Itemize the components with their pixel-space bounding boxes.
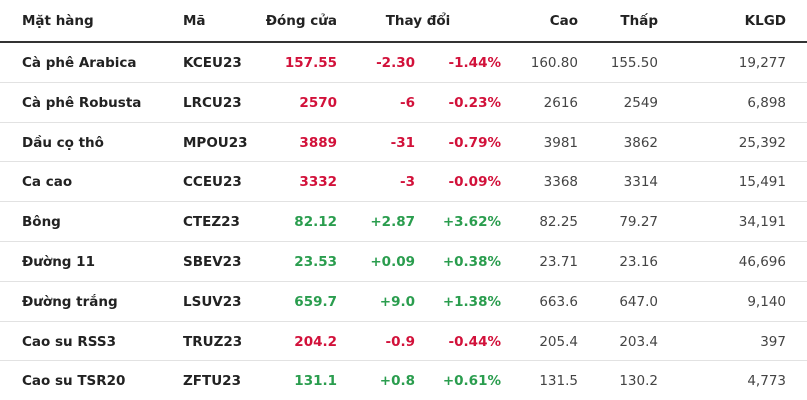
value-cell: +2.87 — [370, 214, 415, 231]
value-cell: 23.53 — [294, 253, 337, 270]
ticker-code: MPOU23 — [183, 134, 248, 151]
row-divider — [0, 360, 807, 362]
value-cell: 3981 — [543, 134, 578, 151]
value-cell: 659.7 — [294, 293, 337, 310]
value-cell: 82.25 — [539, 214, 578, 231]
value-cell: 397 — [760, 333, 786, 350]
commodity-name: Đường 11 — [22, 253, 95, 270]
row-divider — [0, 280, 807, 282]
value-cell: 647.0 — [619, 293, 658, 310]
value-cell: 131.5 — [539, 373, 578, 390]
value-cell: -0.9 — [385, 333, 415, 350]
ticker-code: LRCU23 — [183, 94, 242, 111]
commodity-name: Ca cao — [22, 174, 73, 191]
value-cell: -0.44% — [448, 333, 501, 350]
value-cell: +9.0 — [379, 293, 415, 310]
value-cell: 2570 — [299, 94, 337, 111]
commodity-name: Cao su TSR20 — [22, 373, 126, 390]
value-cell: 23.16 — [619, 253, 658, 270]
commodity-name: Dầu cọ thô — [22, 134, 104, 151]
column-header: Thay đổi — [385, 13, 451, 29]
commodity-name: Cà phê Arabica — [22, 54, 137, 71]
value-cell: 46,696 — [738, 253, 786, 270]
ticker-code: SBEV23 — [183, 253, 242, 270]
row-divider — [0, 161, 807, 163]
column-header: KLGD — [744, 13, 786, 29]
commodity-name: Cà phê Robusta — [22, 94, 142, 111]
value-cell: 25,392 — [738, 134, 786, 151]
value-cell: -2.30 — [376, 54, 415, 71]
value-cell: 204.2 — [294, 333, 337, 350]
value-cell: 19,277 — [738, 54, 786, 71]
value-cell: 2549 — [623, 94, 658, 111]
column-header: Đóng cửa — [265, 13, 337, 29]
value-cell: -6 — [400, 94, 415, 111]
value-cell: 3332 — [299, 174, 337, 191]
value-cell: -31 — [390, 134, 415, 151]
ticker-code: ZFTU23 — [183, 373, 241, 390]
value-cell: -3 — [400, 174, 415, 191]
value-cell: 4,773 — [747, 373, 786, 390]
row-divider — [0, 201, 807, 203]
ticker-code: TRUZ23 — [183, 333, 243, 350]
value-cell: 6,898 — [747, 94, 786, 111]
value-cell: +0.38% — [442, 253, 501, 270]
ticker-code: CTEZ23 — [183, 214, 240, 231]
value-cell: 155.50 — [610, 54, 658, 71]
row-divider — [0, 121, 807, 123]
value-cell: 15,491 — [738, 174, 786, 191]
value-cell: 205.4 — [539, 333, 578, 350]
value-cell: 79.27 — [619, 214, 658, 231]
value-cell: +0.8 — [379, 373, 415, 390]
value-cell: +0.09 — [370, 253, 415, 270]
value-cell: 130.2 — [619, 373, 658, 390]
ticker-code: KCEU23 — [183, 54, 242, 71]
value-cell: 3862 — [623, 134, 658, 151]
value-cell: 2616 — [543, 94, 578, 111]
column-header: Mặt hàng — [22, 13, 94, 29]
commodity-name: Cao su RSS3 — [22, 333, 116, 350]
column-header: Cao — [549, 13, 578, 29]
header-divider — [0, 41, 807, 43]
value-cell: 131.1 — [294, 373, 337, 390]
column-header: Mã — [183, 13, 206, 29]
row-divider — [0, 241, 807, 242]
value-cell: +0.61% — [442, 373, 501, 390]
value-cell: 23.71 — [539, 253, 578, 270]
value-cell: +1.38% — [442, 293, 501, 310]
value-cell: 160.80 — [530, 54, 578, 71]
row-divider — [0, 81, 807, 83]
value-cell: -1.44% — [448, 54, 501, 71]
value-cell: 157.55 — [284, 54, 337, 71]
value-cell: 663.6 — [539, 293, 578, 310]
value-cell: 3314 — [623, 174, 658, 191]
value-cell: 203.4 — [619, 333, 658, 350]
value-cell: -0.79% — [448, 134, 501, 151]
value-cell: +3.62% — [442, 214, 501, 231]
value-cell: -0.23% — [448, 94, 501, 111]
commodity-name: Bông — [22, 214, 61, 231]
value-cell: 9,140 — [747, 293, 786, 310]
row-divider — [0, 320, 807, 322]
value-cell: 3889 — [299, 134, 337, 151]
ticker-code: LSUV23 — [183, 293, 242, 310]
value-cell: 3368 — [543, 174, 578, 191]
column-header: Thấp — [620, 13, 658, 29]
value-cell: -0.09% — [448, 174, 501, 191]
value-cell: 34,191 — [738, 214, 786, 231]
value-cell: 82.12 — [294, 214, 337, 231]
ticker-code: CCEU23 — [183, 174, 242, 191]
commodity-name: Đường trắng — [22, 293, 118, 310]
